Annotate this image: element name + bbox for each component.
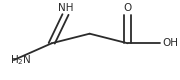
Text: NH: NH (58, 3, 73, 13)
Text: OH: OH (162, 38, 178, 48)
Text: O: O (123, 3, 132, 13)
Text: H$_2$N: H$_2$N (10, 53, 32, 67)
